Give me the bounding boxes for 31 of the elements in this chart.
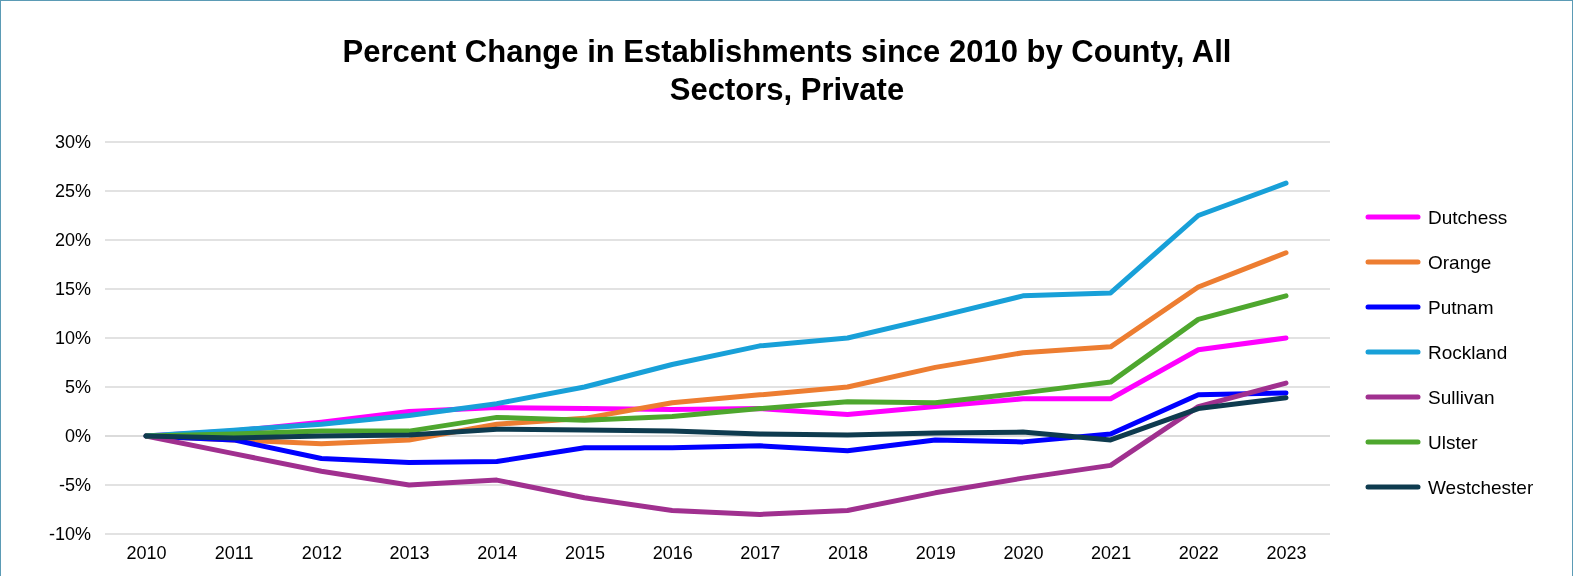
y-tick-label: 20% [54, 230, 91, 251]
y-tick-label: 15% [54, 279, 91, 300]
legend-label: Rockland [1428, 341, 1508, 363]
x-tick-label: 2013 [389, 542, 430, 563]
x-tick-label: 2014 [477, 542, 518, 563]
legend-label: Orange [1428, 251, 1492, 273]
x-tick-label: 2020 [1003, 542, 1044, 563]
x-tick-label: 2019 [915, 542, 956, 563]
y-tick-label: 5% [64, 377, 91, 398]
x-tick-label: 2010 [126, 542, 167, 563]
legend-label: Dutchess [1428, 206, 1508, 228]
y-tick-label: 30% [54, 132, 91, 153]
x-tick-label: 2021 [1091, 542, 1132, 563]
legend-label: Sullivan [1428, 386, 1495, 408]
x-tick-label: 2012 [301, 542, 342, 563]
y-tick-label: -10% [48, 524, 91, 545]
y-tick-label: 25% [54, 181, 91, 202]
x-tick-label: 2022 [1178, 542, 1219, 563]
legend-label: Westchester [1428, 476, 1534, 498]
legend-label: Putnam [1428, 296, 1494, 318]
x-tick-label: 2015 [564, 542, 605, 563]
y-tick-label: 0% [64, 426, 91, 447]
x-tick-label: 2011 [214, 542, 254, 563]
legend-label: Ulster [1428, 431, 1479, 453]
y-tick-label: 10% [54, 328, 91, 349]
chart-title: Percent Change in Establishments since 2010 by County, All Sectors, Private [342, 34, 1232, 107]
x-tick-label: 2017 [740, 542, 781, 563]
x-tick-label: 2023 [1266, 542, 1307, 563]
y-tick-label: -5% [58, 475, 91, 496]
x-tick-label: 2016 [652, 542, 693, 563]
x-tick-label: 2018 [828, 542, 869, 563]
